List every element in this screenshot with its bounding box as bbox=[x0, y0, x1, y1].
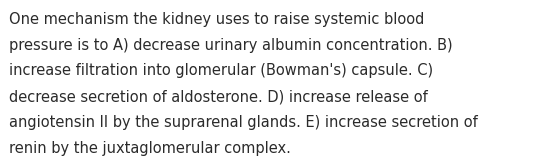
Text: renin by the juxtaglomerular complex.: renin by the juxtaglomerular complex. bbox=[9, 141, 291, 156]
Text: pressure is to A) decrease urinary albumin concentration. B): pressure is to A) decrease urinary album… bbox=[9, 38, 453, 53]
Text: increase filtration into glomerular (Bowman's) capsule. C): increase filtration into glomerular (Bow… bbox=[9, 63, 433, 78]
Text: One mechanism the kidney uses to raise systemic blood: One mechanism the kidney uses to raise s… bbox=[9, 12, 424, 27]
Text: decrease secretion of aldosterone. D) increase release of: decrease secretion of aldosterone. D) in… bbox=[9, 89, 427, 104]
Text: angiotensin II by the suprarenal glands. E) increase secretion of: angiotensin II by the suprarenal glands.… bbox=[9, 115, 478, 130]
